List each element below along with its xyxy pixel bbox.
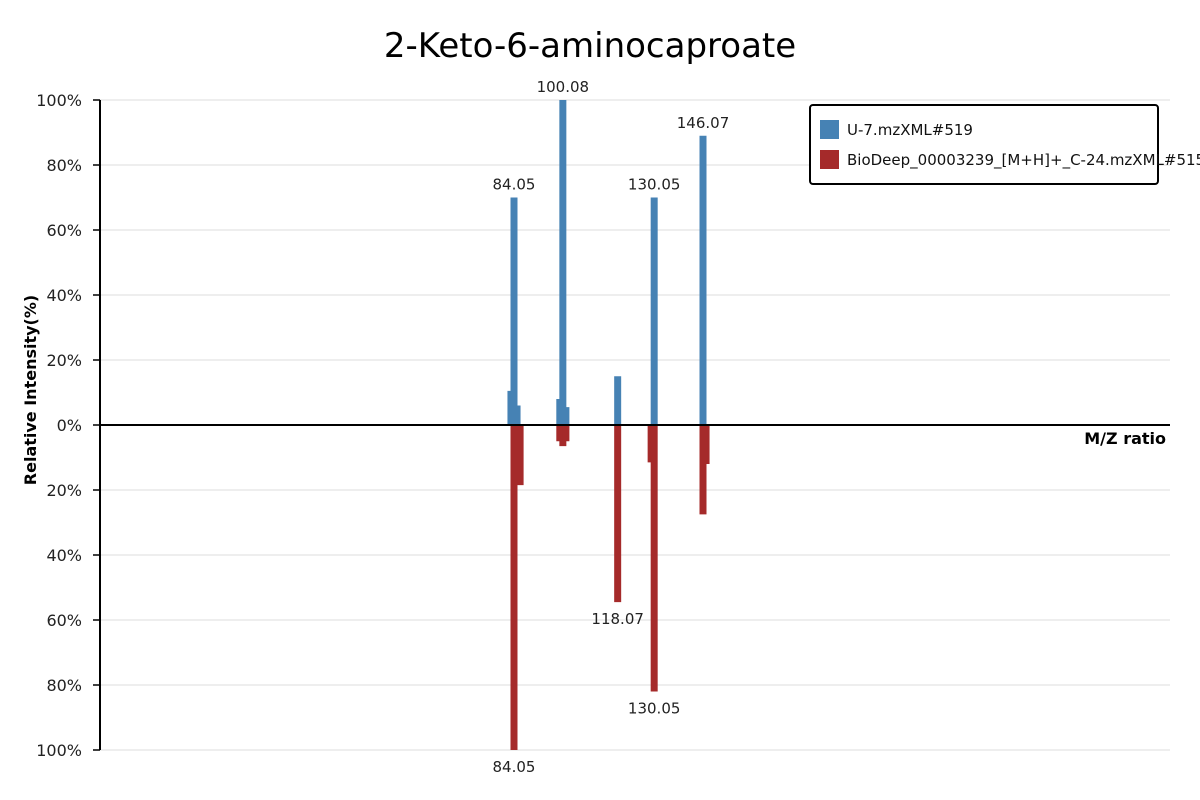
peak-label: 84.05: [493, 176, 536, 194]
y-tick-label: 80%: [46, 156, 82, 175]
peak-label: 100.08: [537, 78, 590, 96]
peak-bars: [507, 100, 710, 750]
y-tick-label: 80%: [46, 676, 82, 695]
y-tick-label: 40%: [46, 286, 82, 305]
peak-label: 118.07: [591, 610, 644, 628]
legend-label-u7: U-7.mzXML#519: [847, 121, 973, 139]
x-axis-title: M/Z ratio: [1084, 429, 1166, 448]
u7-peak-bar: [559, 100, 567, 425]
u7-peak-bar: [614, 376, 622, 425]
u7-peak-bar: [513, 405, 521, 425]
biodeep-peak-bar: [650, 425, 658, 692]
y-tick-label: 60%: [46, 611, 82, 630]
biodeep-peak-bar: [699, 425, 707, 515]
gridlines: [100, 99, 1170, 751]
u7-peak-bar: [510, 197, 518, 425]
peak-label: 84.05: [493, 758, 536, 776]
legend-label-biodeep: BioDeep_00003239_[M+H]+_C-24.mzXML#515: [847, 151, 1200, 170]
legend-box: [809, 104, 1159, 185]
y-axis-title: Relative Intensity(%): [21, 295, 40, 485]
legend-swatch-u7: [820, 120, 839, 139]
u7-peak-bar: [699, 135, 707, 425]
legend[interactable]: U-7.mzXML#519 BioDeep_00003239_[M+H]+_C-…: [809, 104, 1200, 185]
y-axis-ticks: 100% 80% 60% 40% 20% 0% 20% 40% 60% 80% 100%: [36, 91, 100, 760]
legend-swatch-biodeep: [820, 150, 839, 169]
biodeep-peak-bar: [516, 425, 524, 486]
chart-title: 2-Keto-6-aminocaproate: [383, 26, 797, 66]
peak-label: 130.05: [628, 176, 681, 194]
peak-label: 146.07: [677, 114, 730, 132]
y-tick-label: 100%: [36, 741, 82, 760]
biodeep-peak-bar: [614, 425, 622, 603]
u7-peak-bar: [562, 407, 570, 425]
u7-peak-bar: [650, 197, 658, 425]
peak-labels: 84.05 100.08 130.05 146.07 84.05 118.07 130.05: [493, 78, 730, 776]
y-tick-label: 20%: [46, 481, 82, 500]
y-tick-label: 0%: [57, 416, 82, 435]
biodeep-peak-bar: [702, 425, 710, 464]
y-tick-label: 100%: [36, 91, 82, 110]
biodeep-peak-bar: [562, 425, 570, 442]
y-tick-label: 20%: [46, 351, 82, 370]
y-tick-label: 60%: [46, 221, 82, 240]
peak-label: 130.05: [628, 700, 681, 718]
biodeep-peak-bar: [510, 425, 518, 750]
y-tick-label: 40%: [46, 546, 82, 565]
